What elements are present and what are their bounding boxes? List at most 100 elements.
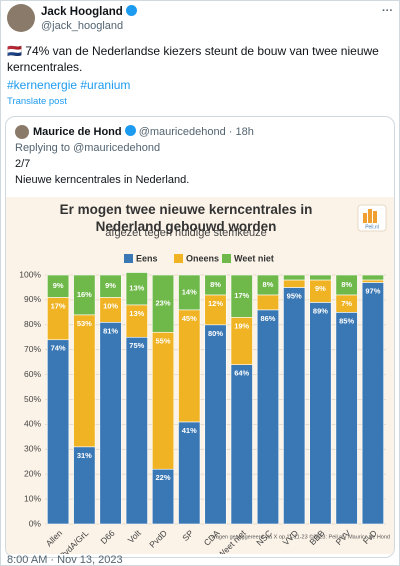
data-label: 9%	[105, 281, 116, 290]
logo-bar	[373, 211, 377, 223]
logo: Peil.nl	[357, 204, 387, 232]
bar-segment	[283, 274, 306, 281]
author-name[interactable]: Jack Hoogland	[41, 5, 137, 18]
bar-segment	[47, 274, 70, 298]
data-label: 75%	[129, 341, 144, 350]
data-label: 19%	[234, 321, 249, 330]
quoted-tweet[interactable]: Maurice de Hond @mauricedehond · 18h Rep…	[5, 116, 395, 558]
data-label: 17%	[51, 301, 66, 310]
bar-segment	[204, 274, 227, 296]
bar-segment	[256, 274, 280, 296]
timestamp[interactable]: 8:00 AM · Nov 13, 2023	[7, 554, 123, 566]
author-name-text[interactable]: Jack Hoogland	[41, 6, 123, 18]
bar-segment	[361, 282, 384, 525]
data-label: 8%	[210, 280, 221, 289]
data-label: 13%	[129, 284, 144, 293]
bar-segment	[256, 294, 280, 311]
quoted-avatar	[15, 125, 29, 139]
bar-segment	[151, 274, 175, 333]
bar-segment	[47, 339, 70, 525]
data-label: 9%	[315, 284, 326, 293]
bar-segment	[361, 279, 384, 283]
y-tick-label: 70%	[24, 344, 41, 354]
legend-swatch	[222, 254, 231, 263]
bar-segment	[73, 314, 96, 448]
bar-segment	[73, 274, 96, 316]
bar-segment	[283, 279, 306, 288]
data-label: 10%	[103, 301, 118, 310]
data-label: 95%	[287, 291, 302, 300]
bar-segment	[125, 272, 148, 306]
tweet-text: 🇳🇱 74% van de Nederlandse kiezers steunt…	[7, 44, 379, 74]
verified-badge	[125, 5, 137, 16]
quoted-author: Maurice de Hond	[33, 126, 122, 138]
bar-segment	[178, 309, 201, 423]
reply-to: Replying to @mauricedehond	[15, 142, 161, 154]
logo-bar	[368, 209, 372, 223]
bar-segment	[178, 274, 201, 311]
data-label: 55%	[156, 336, 171, 345]
quoted-text: Nieuwe kerncentrales in Nederland.	[15, 174, 190, 186]
data-label: 22%	[156, 473, 171, 482]
data-label: 31%	[77, 451, 92, 460]
y-tick-label: 0%	[29, 518, 42, 528]
y-tick-label: 20%	[24, 468, 41, 478]
author-handle[interactable]: @jack_hoogland	[41, 20, 124, 32]
bar-segment	[99, 322, 122, 525]
quoted-handle: @mauricedehond	[138, 126, 226, 138]
author-avatar[interactable]	[7, 4, 35, 32]
verified-badge	[124, 125, 136, 136]
y-tick-label: 40%	[24, 419, 41, 429]
bar-segment	[230, 274, 253, 318]
data-label: 23%	[156, 299, 171, 308]
legend-label: Oneens	[186, 253, 219, 263]
chart: Peil.nl afgezet tegen huidige stemkeuze …	[6, 197, 394, 554]
bar-segment	[178, 421, 201, 525]
y-tick-label: 90%	[24, 294, 41, 304]
y-tick-label: 60%	[24, 369, 41, 379]
data-label: 85%	[339, 316, 354, 325]
quoted-header: Maurice de Hond @mauricedehond · 18h	[33, 125, 254, 138]
chart-footnote: vragen gesuggereerd via X op 11-11-23 ©2…	[211, 533, 390, 540]
translate-link[interactable]: Translate post	[7, 96, 67, 107]
legend-label: Weet niet	[234, 253, 274, 263]
chart-title: Er mogen twee nieuwe kerncentrales in Ned…	[60, 202, 313, 234]
data-label: 80%	[208, 329, 223, 338]
bar-segment	[99, 274, 122, 298]
y-tick-label: 100%	[19, 269, 41, 279]
legend-swatch	[174, 254, 183, 263]
data-label: 14%	[182, 287, 197, 296]
data-label: 41%	[182, 426, 197, 435]
chart-subtitle: afgezet tegen huidige stemkeuze	[105, 227, 266, 239]
data-label: 16%	[77, 290, 92, 299]
logo-text: Peil.nl	[365, 224, 379, 230]
data-label: 17%	[234, 291, 249, 300]
data-label: 9%	[53, 281, 64, 290]
data-label: 74%	[51, 344, 66, 353]
legend-swatch	[124, 254, 133, 263]
bar-segment	[256, 309, 280, 525]
hashtags[interactable]: #kernenergie #uranium	[7, 78, 131, 92]
bar-segment	[125, 336, 148, 525]
data-label: 8%	[263, 280, 274, 289]
legend-label: Eens	[136, 253, 158, 263]
data-label: 13%	[129, 309, 144, 318]
bar-segment	[204, 324, 227, 525]
bar-segment	[283, 287, 306, 525]
data-label: 86%	[260, 314, 275, 323]
bar-segment	[335, 312, 358, 525]
bar-segment	[230, 364, 253, 525]
data-label: 89%	[313, 306, 328, 315]
bar-segment	[361, 274, 384, 281]
logo-bar	[363, 213, 367, 223]
more-menu[interactable]: ···	[382, 5, 393, 17]
data-label: 53%	[77, 319, 92, 328]
quoted-count: 2/7	[15, 158, 31, 170]
y-tick-label: 10%	[24, 493, 41, 503]
quoted-time: · 18h	[228, 126, 254, 138]
y-tick-label: 80%	[24, 319, 41, 329]
data-label: 64%	[234, 369, 249, 378]
data-label: 7%	[341, 299, 352, 308]
bar-segment	[309, 274, 332, 281]
